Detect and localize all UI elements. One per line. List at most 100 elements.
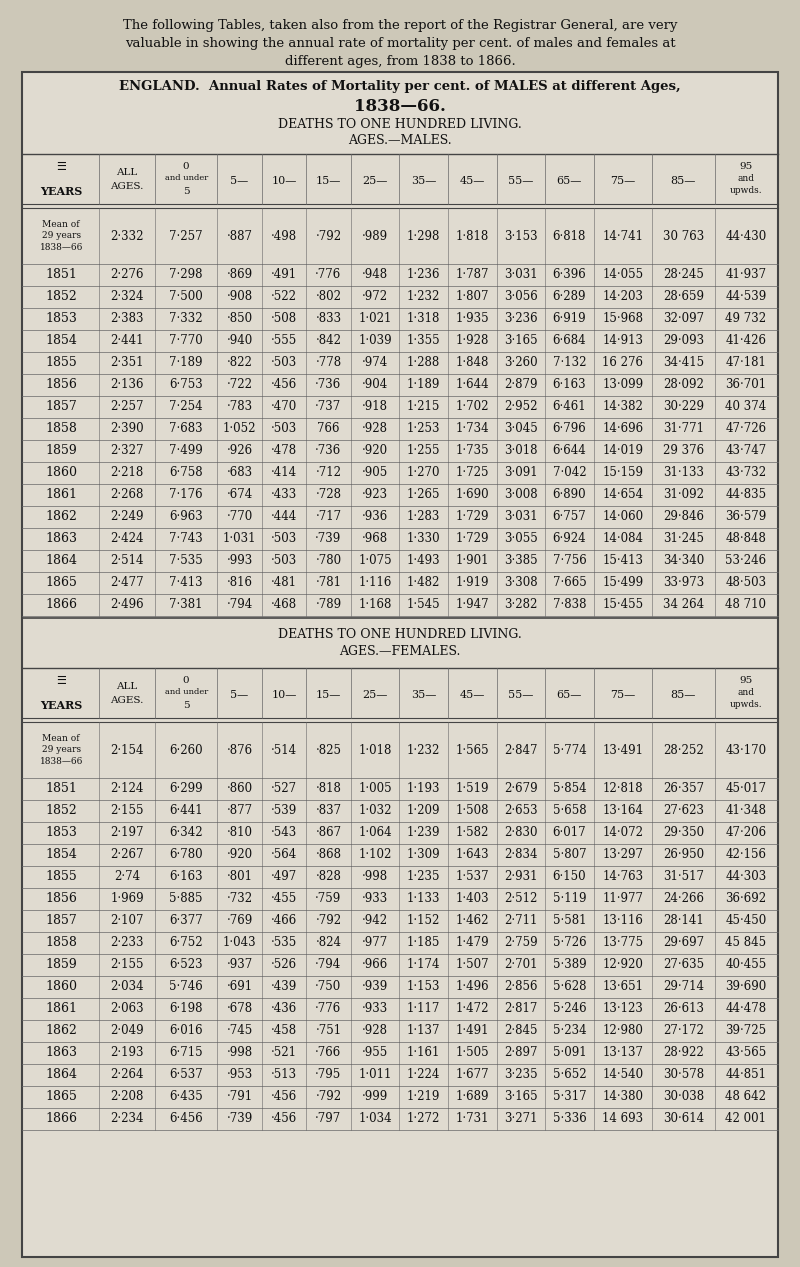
Text: 3·271: 3·271 — [504, 1112, 538, 1125]
Text: ·503: ·503 — [271, 532, 297, 546]
Text: 13·116: 13·116 — [602, 915, 643, 927]
Text: 1859: 1859 — [46, 445, 77, 457]
Text: 14·763: 14·763 — [602, 870, 643, 883]
Text: 6·796: 6·796 — [553, 422, 586, 436]
Text: 95: 95 — [739, 677, 752, 685]
Text: ·732: ·732 — [226, 892, 253, 906]
Text: ·936: ·936 — [362, 511, 388, 523]
Text: ·456: ·456 — [271, 1091, 297, 1104]
Text: 43·170: 43·170 — [725, 744, 766, 756]
Text: ·794: ·794 — [226, 598, 253, 612]
Text: DEATHS TO ONE HUNDRED LIVING.: DEATHS TO ONE HUNDRED LIVING. — [278, 628, 522, 641]
Text: ·468: ·468 — [271, 598, 297, 612]
Text: ·780: ·780 — [315, 555, 342, 568]
Text: ·436: ·436 — [271, 1002, 297, 1015]
Text: 42 001: 42 001 — [726, 1112, 766, 1125]
Text: 3·235: 3·235 — [504, 1068, 538, 1082]
Text: 1861: 1861 — [45, 489, 77, 502]
Text: 31·517: 31·517 — [662, 870, 704, 883]
Text: 1·318: 1·318 — [407, 313, 440, 326]
Text: 1·729: 1·729 — [455, 511, 489, 523]
Text: 45·017: 45·017 — [725, 783, 766, 796]
Text: 1·232: 1·232 — [407, 744, 440, 756]
Text: 5·628: 5·628 — [553, 981, 586, 993]
Text: ·818: ·818 — [315, 783, 342, 796]
Text: ·526: ·526 — [271, 959, 297, 972]
Text: 13·775: 13·775 — [602, 936, 643, 949]
Text: 1·901: 1·901 — [455, 555, 489, 568]
Text: ☰: ☰ — [56, 677, 66, 685]
Text: ·998: ·998 — [362, 870, 388, 883]
Text: ·789: ·789 — [315, 598, 342, 612]
Text: 5·336: 5·336 — [553, 1112, 586, 1125]
Text: 40 374: 40 374 — [725, 400, 766, 413]
Text: 65—: 65— — [557, 691, 582, 699]
Text: 1855: 1855 — [46, 356, 77, 370]
Text: 1·174: 1·174 — [407, 959, 440, 972]
Text: 1·919: 1·919 — [455, 576, 489, 589]
Text: 1·189: 1·189 — [407, 379, 440, 392]
Text: ·868: ·868 — [315, 849, 342, 862]
Text: 10—: 10— — [271, 176, 297, 186]
Text: ·739: ·739 — [226, 1112, 253, 1125]
Text: 1·493: 1·493 — [406, 555, 441, 568]
Text: 1·702: 1·702 — [455, 400, 489, 413]
Text: ·717: ·717 — [315, 511, 342, 523]
Text: 3·031: 3·031 — [504, 269, 538, 281]
Text: 2·514: 2·514 — [110, 555, 144, 568]
Text: 1·677: 1·677 — [455, 1068, 489, 1082]
Text: 1852: 1852 — [46, 805, 77, 817]
Text: 1·729: 1·729 — [455, 532, 489, 546]
Text: 2·383: 2·383 — [110, 313, 144, 326]
Text: ·802: ·802 — [315, 290, 342, 304]
Text: 45—: 45— — [459, 176, 485, 186]
Text: 2·477: 2·477 — [110, 576, 144, 589]
Text: 6·752: 6·752 — [170, 936, 203, 949]
Text: 1·253: 1·253 — [407, 422, 440, 436]
Text: ·478: ·478 — [271, 445, 297, 457]
Text: 2·233: 2·233 — [110, 936, 144, 949]
Text: 2·332: 2·332 — [110, 229, 144, 242]
Text: 1·185: 1·185 — [407, 936, 440, 949]
Text: 1·005: 1·005 — [358, 783, 392, 796]
Text: 44·303: 44·303 — [725, 870, 766, 883]
Text: 7·132: 7·132 — [553, 356, 586, 370]
Text: 2·049: 2·049 — [110, 1025, 144, 1038]
Text: 2·034: 2·034 — [110, 981, 144, 993]
Text: ·497: ·497 — [271, 870, 297, 883]
Text: 28·141: 28·141 — [663, 915, 704, 927]
Text: 6·016: 6·016 — [170, 1025, 203, 1038]
Text: 14·060: 14·060 — [602, 511, 643, 523]
Text: ·939: ·939 — [362, 981, 388, 993]
Text: 2·952: 2·952 — [504, 400, 538, 413]
Text: 29·350: 29·350 — [662, 826, 704, 840]
Text: ·933: ·933 — [362, 892, 388, 906]
Text: 36·579: 36·579 — [725, 511, 766, 523]
Text: 41·426: 41·426 — [726, 334, 766, 347]
Text: ·877: ·877 — [226, 805, 253, 817]
Text: 1860: 1860 — [45, 981, 77, 993]
Text: ·678: ·678 — [226, 1002, 253, 1015]
Text: ·736: ·736 — [315, 445, 342, 457]
Text: 2·711: 2·711 — [504, 915, 538, 927]
Text: 34·415: 34·415 — [662, 356, 704, 370]
Text: 75—: 75— — [610, 691, 635, 699]
Text: 1·545: 1·545 — [406, 598, 441, 612]
Text: 1866: 1866 — [45, 598, 77, 612]
Text: 6·150: 6·150 — [553, 870, 586, 883]
Text: 3·308: 3·308 — [504, 576, 538, 589]
Text: 2·107: 2·107 — [110, 915, 144, 927]
Text: 1·496: 1·496 — [455, 981, 489, 993]
Text: ·503: ·503 — [271, 555, 297, 568]
Text: 2·931: 2·931 — [504, 870, 538, 883]
Text: 3·056: 3·056 — [504, 290, 538, 304]
Text: ·824: ·824 — [315, 936, 342, 949]
Text: ·810: ·810 — [226, 826, 253, 840]
Text: 29·093: 29·093 — [662, 334, 704, 347]
Text: 1·032: 1·032 — [358, 805, 392, 817]
Text: 1·031: 1·031 — [223, 532, 256, 546]
Text: 14 693: 14 693 — [602, 1112, 643, 1125]
Text: 39·725: 39·725 — [725, 1025, 766, 1038]
Text: 2·897: 2·897 — [504, 1047, 538, 1059]
Text: 5·726: 5·726 — [553, 936, 586, 949]
